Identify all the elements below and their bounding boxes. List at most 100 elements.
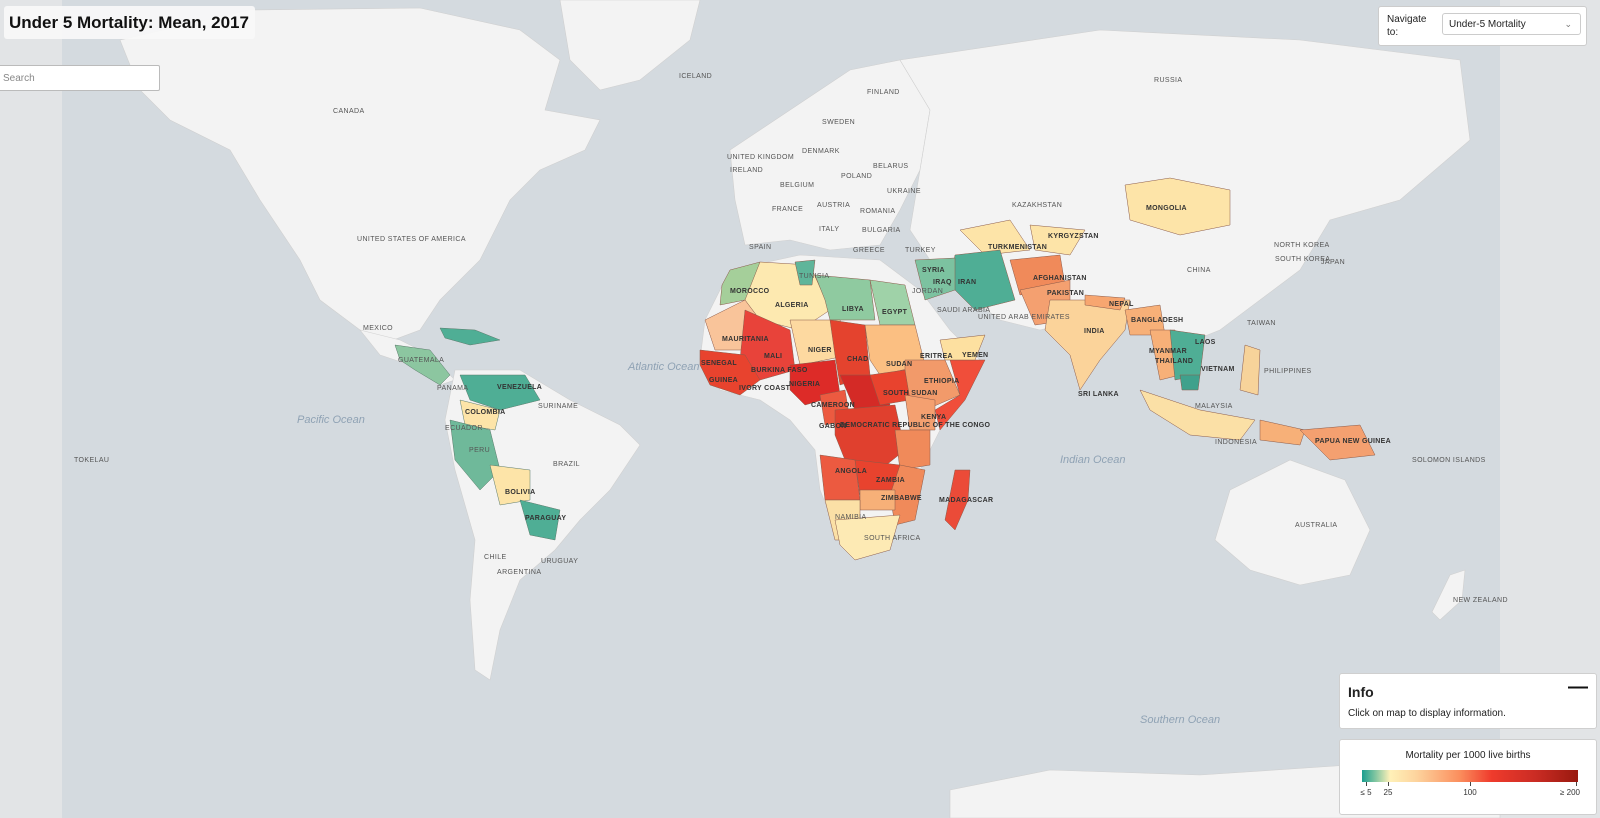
label-italy: ITALY: [819, 226, 839, 233]
label-turkmenistan: TURKMENISTAN: [988, 244, 1047, 251]
label-venezuela: VENEZUELA: [497, 384, 542, 391]
navigate-selected-value: Under-5 Mortality: [1449, 19, 1526, 30]
label-yemen: YEMEN: [962, 352, 988, 359]
region-indonesia-west: [1139, 389, 1256, 441]
region-papua-new-guinea: [1299, 424, 1376, 461]
label-nepal: NEPAL: [1109, 301, 1134, 308]
label-india: INDIA: [1084, 328, 1105, 335]
country-labels: ICELAND RUSSIA FINLAND SWEDEN CANADA UNI…: [74, 73, 1508, 604]
label-france: FRANCE: [772, 206, 803, 213]
label-guinea: GUINEA: [709, 377, 738, 384]
label-usa: UNITED STATES OF AMERICA: [357, 236, 466, 243]
region-philippines: [1239, 344, 1261, 396]
label-ivory-coast: IVORY COAST: [739, 385, 791, 392]
legend-color-bar: [1362, 770, 1578, 782]
land-greenland: [559, 0, 701, 91]
legend-tick: [1576, 782, 1577, 786]
label-southern-ocean: Southern Ocean: [1140, 714, 1220, 726]
choropleth-africa[interactable]: [699, 259, 986, 561]
region-venezuela-colombia: [459, 374, 541, 411]
search-input[interactable]: [0, 65, 160, 91]
label-eritrea: ERITREA: [920, 353, 953, 360]
info-panel: Info — Click on map to display informati…: [1339, 673, 1597, 729]
label-brazil: BRAZIL: [553, 461, 580, 468]
label-sudan: SUDAN: [886, 361, 912, 368]
region-indonesia-east: [1259, 419, 1306, 446]
label-kazakhstan: KAZAKHSTAN: [1012, 202, 1062, 209]
label-colombia: COLOMBIA: [465, 409, 506, 416]
label-burkina-faso: BURKINA FASO: [751, 367, 808, 374]
legend-tick-label: 100: [1463, 788, 1477, 797]
region-nepal: [1084, 294, 1126, 311]
label-saudi-arabia: SAUDI ARABIA: [937, 307, 990, 314]
legend-title: Mortality per 1000 live births: [1405, 750, 1531, 761]
label-uruguay: URUGUAY: [541, 558, 578, 565]
land-europe: [729, 59, 931, 251]
label-vietnam: VIETNAM: [1201, 366, 1235, 373]
region-india: [1044, 299, 1131, 391]
region-yemen: [939, 334, 986, 361]
region-mali: [739, 309, 796, 381]
region-libya: [814, 274, 876, 321]
label-senegal: SENEGAL: [701, 360, 737, 367]
region-colombia: [459, 399, 501, 431]
region-cuba-haiti: [439, 327, 501, 346]
region-west-africa-coast: [699, 349, 761, 396]
label-greece: GREECE: [853, 247, 885, 254]
legend-panel: Mortality per 1000 live births ≤ 5 25 10…: [1339, 739, 1597, 815]
label-united-kingdom: UNITED KINGDOM: [727, 154, 794, 161]
label-argentina: ARGENTINA: [497, 569, 541, 576]
label-belgium: BELGIUM: [780, 182, 814, 189]
region-tanzania: [894, 429, 931, 471]
info-text: Click on map to display information.: [1348, 708, 1506, 719]
label-zimbabwe: ZIMBABWE: [881, 495, 922, 502]
legend-tick-label: ≥ 200: [1560, 788, 1580, 797]
label-thailand: THAILAND: [1155, 358, 1193, 365]
label-tunisia: TUNISIA: [799, 273, 829, 280]
label-belarus: BELARUS: [873, 163, 908, 170]
label-kenya: KENYA: [921, 414, 946, 421]
label-myanmar: MYANMAR: [1149, 348, 1187, 355]
navigate-select[interactable]: Under-5 Mortality ⌄: [1442, 13, 1581, 35]
label-tokelau: TOKELAU: [74, 457, 109, 464]
legend-tick: [1388, 782, 1389, 786]
region-kyrgyzstan: [1029, 224, 1086, 256]
label-philippines: PHILIPPINES: [1264, 368, 1312, 375]
minus-icon[interactable]: —: [1568, 676, 1588, 698]
region-cambodia: [1179, 374, 1201, 391]
label-syria: SYRIA: [922, 267, 945, 274]
info-title: Info: [1348, 684, 1374, 700]
label-niger: NIGER: [808, 347, 832, 354]
label-turkey: TURKEY: [905, 247, 936, 254]
legend-tick: [1366, 782, 1367, 786]
label-bolivia: BOLIVIA: [505, 489, 536, 496]
label-kyrgyzstan: KYRGYZSTAN: [1048, 233, 1099, 240]
navigate-panel: Navigate to: Under-5 Mortality ⌄: [1378, 6, 1587, 46]
label-indian-ocean: Indian Ocean: [1060, 454, 1125, 466]
label-mauritania: MAURITANIA: [722, 336, 769, 343]
label-paraguay: PARAGUAY: [525, 515, 566, 522]
label-sweden: SWEDEN: [822, 119, 855, 126]
label-angola: ANGOLA: [835, 468, 867, 475]
choropleth-asia[interactable]: [914, 177, 1376, 461]
region-angola: [819, 454, 861, 501]
region-mongolia: [1124, 177, 1231, 236]
label-new-zealand: NEW ZEALAND: [1453, 597, 1508, 604]
label-drc: DEMOCRATIC REPUBLIC OF THE CONGO: [840, 422, 991, 429]
label-china: CHINA: [1187, 267, 1211, 274]
label-bangladesh: BANGLADESH: [1131, 317, 1183, 324]
label-algeria: ALGERIA: [775, 302, 809, 309]
label-ethiopia: ETHIOPIA: [924, 378, 959, 385]
label-bulgaria: BULGARIA: [862, 227, 901, 234]
label-austria: AUSTRIA: [817, 202, 850, 209]
label-australia: AUSTRALIA: [1295, 522, 1338, 529]
map-title: Under 5 Mortality: Mean, 2017: [4, 6, 255, 39]
land-australia: [1214, 459, 1371, 586]
label-gabon: GABON: [819, 423, 847, 430]
label-ireland: IRELAND: [730, 167, 763, 174]
label-egypt: EGYPT: [882, 309, 908, 316]
label-chile: CHILE: [484, 554, 507, 561]
choropleth-americas[interactable]: [394, 327, 561, 541]
label-malaysia: MALAYSIA: [1195, 403, 1233, 410]
